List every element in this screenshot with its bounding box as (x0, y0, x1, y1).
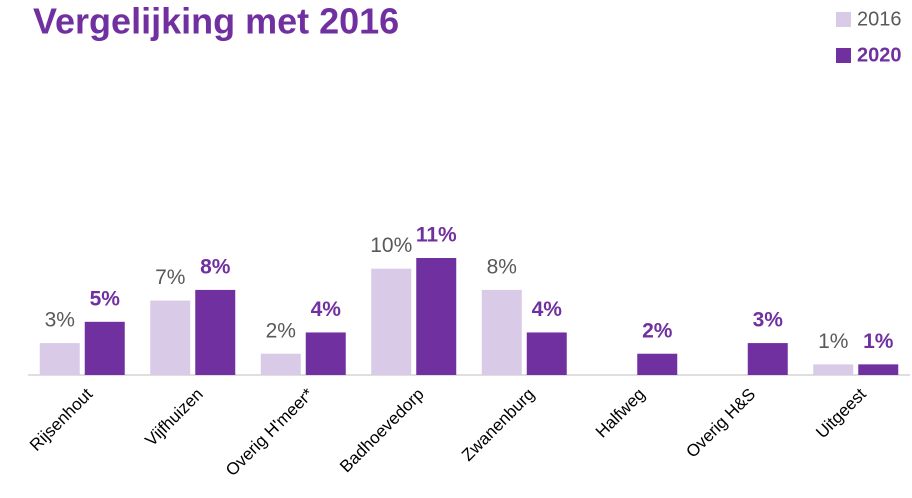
x-tick-label: Halfweg (592, 385, 649, 442)
bar (195, 289, 236, 375)
chart-title: Vergelijking met 2016 (33, 1, 399, 42)
data-label: 5% (90, 287, 121, 310)
x-tick-label: Badhoevedorp (336, 385, 428, 477)
bar (84, 321, 125, 375)
data-label: 1% (863, 330, 894, 353)
data-label: 4% (311, 298, 342, 321)
data-label: 3% (45, 309, 75, 332)
x-tick-label: Zwanenburg (458, 385, 538, 465)
bar (416, 258, 457, 375)
bar (39, 343, 80, 375)
bar (150, 300, 191, 375)
data-label: 1% (818, 330, 848, 353)
x-tick-label: Overig H&S (682, 385, 759, 462)
data-label: 4% (532, 298, 563, 321)
x-tick-label: Rijsenhout (26, 384, 96, 454)
data-label: 2% (266, 319, 296, 342)
bar (305, 332, 346, 375)
bar (747, 343, 788, 375)
data-label: 10% (370, 234, 412, 257)
data-label: 7% (155, 266, 185, 289)
x-tick-label: Uitgeest (812, 384, 870, 442)
data-label: 2% (642, 319, 673, 342)
data-label: 11% (416, 224, 457, 247)
legend-label: 2016 (857, 8, 902, 30)
x-tick-label: Vijfhuizen (141, 385, 206, 450)
bar (858, 364, 899, 375)
bar (481, 289, 522, 375)
bar (371, 268, 412, 375)
data-label: 3% (753, 309, 784, 332)
bar (526, 332, 567, 375)
bar (260, 353, 301, 375)
data-label: 8% (487, 255, 517, 278)
bar (813, 364, 854, 375)
legend-swatch (836, 12, 851, 27)
x-tick-label: Overig H'meer* (222, 384, 317, 479)
legend-label: 2020 (857, 44, 902, 66)
bar (637, 353, 678, 375)
data-label: 8% (200, 255, 231, 278)
legend-swatch (836, 48, 851, 63)
